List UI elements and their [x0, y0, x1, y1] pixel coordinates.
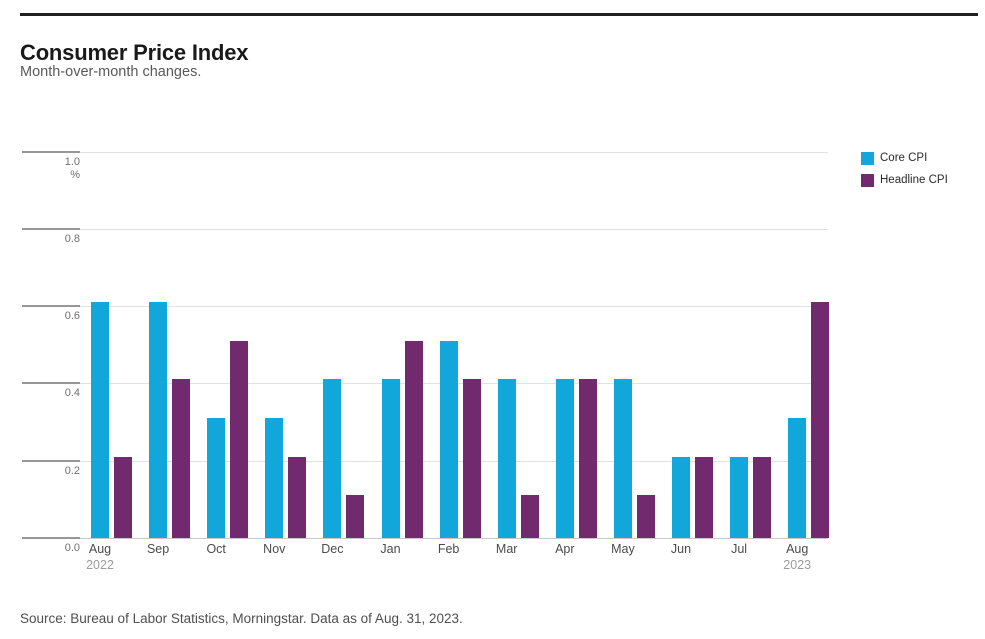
bar-headline-cpi	[636, 495, 655, 538]
bar-headline-cpi	[114, 456, 132, 538]
bar-core-cpi	[497, 379, 516, 538]
x-tick-label: Oct	[206, 542, 226, 556]
bar-core-cpi	[323, 379, 342, 538]
bar-headline-cpi	[753, 456, 772, 538]
y-tick-label: 0.2	[64, 464, 80, 477]
legend-label-headline-cpi: Headline CPI	[880, 174, 948, 186]
x-tick-label: Dec	[321, 542, 344, 556]
y-gridline-tick	[22, 227, 80, 230]
bar-core-cpi	[672, 456, 690, 538]
x-tick-label: Mar	[495, 542, 518, 556]
y-tick-label: 1.0	[64, 155, 80, 168]
bar-core-cpi	[381, 379, 400, 538]
bar-headline-cpi	[404, 340, 423, 538]
x-tick-year: 2022	[86, 558, 114, 572]
legend-item-core-cpi: Core CPI	[861, 147, 948, 169]
bar-headline-cpi	[520, 495, 539, 538]
legend-item-headline-cpi: Headline CPI	[861, 169, 948, 191]
y-gridline-tick	[22, 150, 80, 153]
x-tick-label: May	[611, 542, 635, 556]
chart-subtitle: Month-over-month changes.	[20, 64, 202, 80]
bar-core-cpi	[555, 379, 574, 538]
y-tick-label: 0.4	[64, 387, 80, 400]
x-tick-label: Nov	[263, 542, 286, 556]
legend-label-core-cpi: Core CPI	[880, 152, 928, 164]
y-gridline	[80, 228, 828, 230]
y-tick-label: 0.6	[64, 310, 80, 323]
bar-core-cpi	[265, 418, 284, 538]
bar-core-cpi	[439, 340, 458, 538]
y-axis-unit: %	[70, 168, 80, 181]
bar-core-cpi	[149, 302, 168, 538]
bar-headline-cpi	[230, 340, 249, 538]
bar-headline-cpi	[578, 379, 597, 538]
y-tick-label: 0.0	[64, 542, 80, 554]
y-gridline-tick	[22, 459, 80, 462]
legend-swatch-core-cpi	[861, 151, 874, 165]
source-note: Source: Bureau of Labor Statistics, Morn…	[20, 611, 463, 626]
bar-headline-cpi	[462, 379, 481, 538]
y-gridline	[80, 151, 828, 153]
bar-core-cpi	[730, 456, 749, 538]
bar-core-cpi	[91, 302, 109, 538]
bar-core-cpi	[207, 418, 226, 538]
legend: Core CPI Headline CPI	[861, 147, 948, 191]
page-title: Consumer Price Index	[20, 39, 249, 65]
x-tick-label: Aug	[786, 542, 809, 556]
bar-headline-cpi	[695, 456, 713, 538]
legend-swatch-headline-cpi	[861, 173, 874, 187]
bar-headline-cpi	[346, 495, 365, 538]
y-gridline	[80, 306, 828, 308]
x-tick-year: 2023	[783, 558, 812, 572]
x-tick-label: Feb	[437, 542, 460, 556]
y-gridline-tick	[22, 305, 80, 308]
y-gridline-tick	[22, 537, 80, 539]
x-tick-label: Aug	[88, 542, 112, 556]
bar-headline-cpi	[172, 379, 191, 538]
y-tick-label: 0.8	[64, 232, 80, 245]
y-gridline-tick	[22, 382, 80, 385]
x-tick-label: Jul	[731, 542, 748, 556]
bar-headline-cpi	[811, 302, 830, 538]
x-tick-label: Jun	[670, 542, 692, 556]
y-gridline	[80, 538, 828, 539]
bar-core-cpi	[613, 379, 632, 538]
bar-headline-cpi	[288, 456, 307, 538]
x-tick-label: Jan	[380, 542, 401, 556]
x-tick-label: Sep	[146, 542, 170, 556]
x-tick-label: Apr	[555, 542, 575, 556]
bar-core-cpi	[788, 418, 807, 538]
top-divider-rule	[20, 13, 978, 16]
